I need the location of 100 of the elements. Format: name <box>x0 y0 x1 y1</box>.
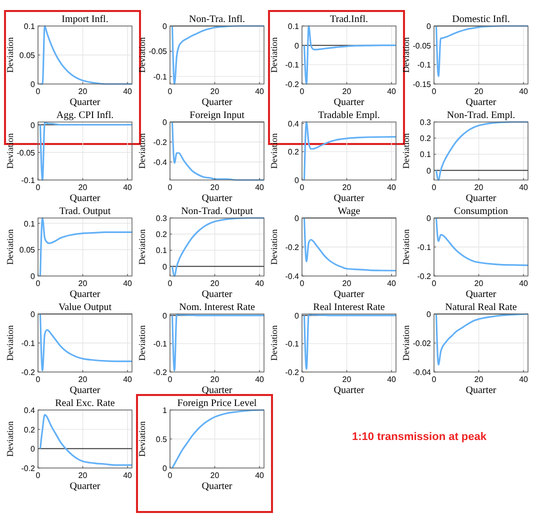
y-tick-label: -0.1 <box>285 340 300 349</box>
y-axis-title: Deviation <box>137 228 147 265</box>
chart-title: Nom. Interest Rate <box>179 302 256 313</box>
y-axis-title: Deviation <box>137 132 147 169</box>
y-tick-label: 0.3 <box>156 214 168 223</box>
chart-title: Import Infl. <box>62 14 108 25</box>
y-tick-label: 0 <box>30 444 36 454</box>
y-tick-label: 0 <box>294 214 300 223</box>
y-tick-label: 0.2 <box>420 134 432 144</box>
y-tick-label: 0 <box>162 262 168 272</box>
y-axis-title: Deviation <box>269 228 279 265</box>
x-tick-label: 40 <box>123 279 133 288</box>
y-axis-title: Deviation <box>401 132 411 169</box>
x-axis-title: Quarter <box>70 481 101 492</box>
chart-title: Non-Tra. Infl. <box>188 14 246 25</box>
y-tick-label: 0 <box>426 22 432 31</box>
y-tick-label: -0.05 <box>412 41 432 50</box>
x-axis-title: Quarter <box>466 193 497 204</box>
x-axis-title: Quarter <box>202 97 233 108</box>
y-tick-label: -0.1 <box>153 340 168 349</box>
y-tick-label: -0.2 <box>417 272 432 281</box>
x-axis-title: Quarter <box>334 289 365 300</box>
x-tick-label: 40 <box>255 471 265 480</box>
y-axis-title: Deviation <box>269 132 279 169</box>
y-axis-title: Deviation <box>5 228 15 265</box>
text: 1:10 transmission at peak <box>352 431 488 443</box>
y-tick-label: 1 <box>162 406 168 415</box>
chart-title: Tradable Empl. <box>318 110 380 121</box>
y-axis-title: Deviation <box>137 36 147 73</box>
x-tick-label: 20 <box>210 183 220 192</box>
chart-title: Consumption <box>454 206 508 217</box>
x-tick-label: 40 <box>387 279 397 288</box>
y-tick-label: -0.2 <box>285 243 300 252</box>
x-axis-title: Quarter <box>202 289 233 300</box>
y-tick-label: -0.2 <box>153 368 168 377</box>
y-tick-label: -0.1 <box>417 243 432 252</box>
y-tick-label: 0.3 <box>420 118 432 127</box>
y-tick-label: 0.1 <box>24 219 36 228</box>
x-tick-label: 20 <box>474 183 484 192</box>
chart-title: Foreign Price Level <box>177 398 257 409</box>
y-tick-label: 0.4 <box>288 119 300 128</box>
x-tick-label: 20 <box>78 87 88 96</box>
x-tick-label: 40 <box>123 375 133 384</box>
y-tick-label: -0.2 <box>285 368 300 377</box>
x-tick-label: 40 <box>123 471 133 480</box>
x-tick-label: 20 <box>474 375 484 384</box>
y-tick-label: 0.2 <box>24 425 36 434</box>
chart-title: Wage <box>338 206 361 217</box>
y-tick-label: -0.2 <box>21 464 36 473</box>
x-axis-title: Quarter <box>202 385 233 396</box>
chart-title: Natural Real Rate <box>445 302 518 313</box>
y-tick-label: 0 <box>30 80 36 89</box>
y-tick-label: 0 <box>30 120 36 130</box>
chart-title: Non-Trad. Empl. <box>446 110 516 121</box>
chart-title: Domestic Infl. <box>452 14 510 25</box>
x-tick-label: 40 <box>255 183 265 192</box>
y-tick-label: 0 <box>162 22 168 31</box>
x-tick-label: 20 <box>342 183 352 192</box>
x-tick-label: 40 <box>255 279 265 288</box>
x-tick-label: 20 <box>210 471 220 480</box>
x-axis-title: Quarter <box>70 193 101 204</box>
y-tick-label: -0.1 <box>21 176 36 185</box>
x-tick-label: 40 <box>519 87 529 96</box>
chart-title: Non-Trad. Output <box>181 206 254 217</box>
y-axis-title: Deviation <box>5 36 15 73</box>
y-tick-label: -0.02 <box>412 339 432 348</box>
chart-title: Value Output <box>58 302 112 313</box>
y-tick-label: 0 <box>162 118 168 127</box>
x-axis-title: Quarter <box>70 97 101 108</box>
x-tick-label: 40 <box>255 375 265 384</box>
y-tick-label: -0.2 <box>285 80 300 89</box>
y-tick-label: -0.1 <box>285 60 300 70</box>
y-tick-label: 0.2 <box>156 230 168 240</box>
chart-title: Agg. CPI Infl. <box>56 110 114 121</box>
y-tick-label: 0.1 <box>288 22 300 31</box>
x-axis-title: Quarter <box>334 97 365 108</box>
x-axis-title: Quarter <box>334 385 365 396</box>
y-tick-label: 0.5 <box>156 435 168 444</box>
y-tick-label: -0.04 <box>412 368 432 377</box>
y-axis-title: Deviation <box>5 420 15 457</box>
chart-title: Foreign Input <box>190 110 245 121</box>
x-axis-title: Quarter <box>70 289 101 300</box>
y-tick-label: 0 <box>426 310 432 319</box>
x-axis-title: Quarter <box>70 385 101 396</box>
chart-title: Real Exc. Rate <box>55 398 116 409</box>
y-tick-label: 0 <box>162 311 168 320</box>
y-tick-label: 0.1 <box>156 246 168 256</box>
x-tick-label: 40 <box>255 87 265 96</box>
x-tick-label: 20 <box>78 471 88 480</box>
y-tick-label: 0 <box>294 176 300 185</box>
y-tick-label: 0 <box>426 214 432 223</box>
x-tick-label: 40 <box>123 87 133 96</box>
x-tick-label: 20 <box>210 375 220 384</box>
y-tick-label: -0.15 <box>412 80 432 89</box>
y-tick-label: 0.05 <box>19 246 36 255</box>
y-axis-title: Deviation <box>401 324 411 361</box>
y-tick-label: -0.1 <box>153 72 168 82</box>
x-tick-label: 40 <box>519 375 529 384</box>
x-tick-label: 20 <box>78 375 88 384</box>
y-tick-label: -0.05 <box>16 148 36 158</box>
